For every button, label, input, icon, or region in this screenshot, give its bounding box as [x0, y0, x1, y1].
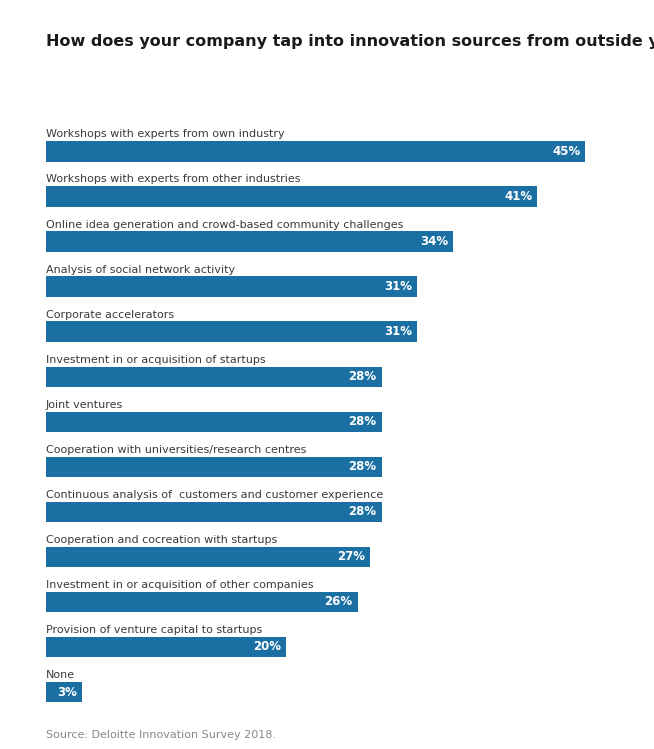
Text: 34%: 34% [421, 235, 449, 248]
Bar [46, 592, 358, 612]
Text: Continuous analysis of  customers and customer experience: Continuous analysis of customers and cus… [46, 490, 383, 500]
Bar [46, 637, 286, 657]
Text: 28%: 28% [349, 460, 377, 473]
Text: 20%: 20% [253, 640, 281, 653]
Text: Investment in or acquisition of other companies: Investment in or acquisition of other co… [46, 580, 313, 590]
Text: 31%: 31% [385, 325, 413, 338]
Text: Corporate accelerators: Corporate accelerators [46, 309, 174, 320]
Text: Analysis of social network activity: Analysis of social network activity [46, 264, 235, 275]
Bar [46, 276, 417, 297]
Text: 28%: 28% [349, 415, 377, 428]
Text: Joint ventures: Joint ventures [46, 400, 123, 410]
Text: 27%: 27% [337, 551, 365, 563]
Bar [46, 187, 538, 207]
Text: 31%: 31% [385, 280, 413, 293]
Text: Workshops with experts from own industry: Workshops with experts from own industry [46, 130, 284, 139]
Text: Source: Deloitte Innovation Survey 2018.: Source: Deloitte Innovation Survey 2018. [46, 730, 276, 740]
Text: None: None [46, 670, 75, 680]
Text: Cooperation with universities/research centres: Cooperation with universities/research c… [46, 445, 306, 455]
Text: Provision of venture capital to startups: Provision of venture capital to startups [46, 625, 262, 635]
Text: 45%: 45% [552, 145, 581, 158]
Text: 3%: 3% [57, 685, 77, 699]
Bar [46, 457, 381, 477]
Bar [46, 411, 381, 432]
Text: 28%: 28% [349, 370, 377, 383]
Bar [46, 502, 381, 522]
Bar [46, 682, 82, 702]
Text: Investment in or acquisition of startups: Investment in or acquisition of startups [46, 355, 266, 365]
Bar [46, 321, 417, 342]
Text: Workshops with experts from other industries: Workshops with experts from other indust… [46, 175, 300, 184]
Text: 41%: 41% [504, 190, 532, 203]
Text: 28%: 28% [349, 506, 377, 518]
Text: How does your company tap into innovation sources from outside your company?: How does your company tap into innovatio… [46, 34, 654, 49]
Text: Cooperation and cocreation with startups: Cooperation and cocreation with startups [46, 535, 277, 545]
Text: 26%: 26% [324, 595, 353, 608]
Bar [46, 547, 370, 567]
Text: Online idea generation and crowd-based community challenges: Online idea generation and crowd-based c… [46, 219, 403, 229]
Bar [46, 142, 585, 162]
Bar [46, 231, 453, 252]
Bar [46, 366, 381, 386]
